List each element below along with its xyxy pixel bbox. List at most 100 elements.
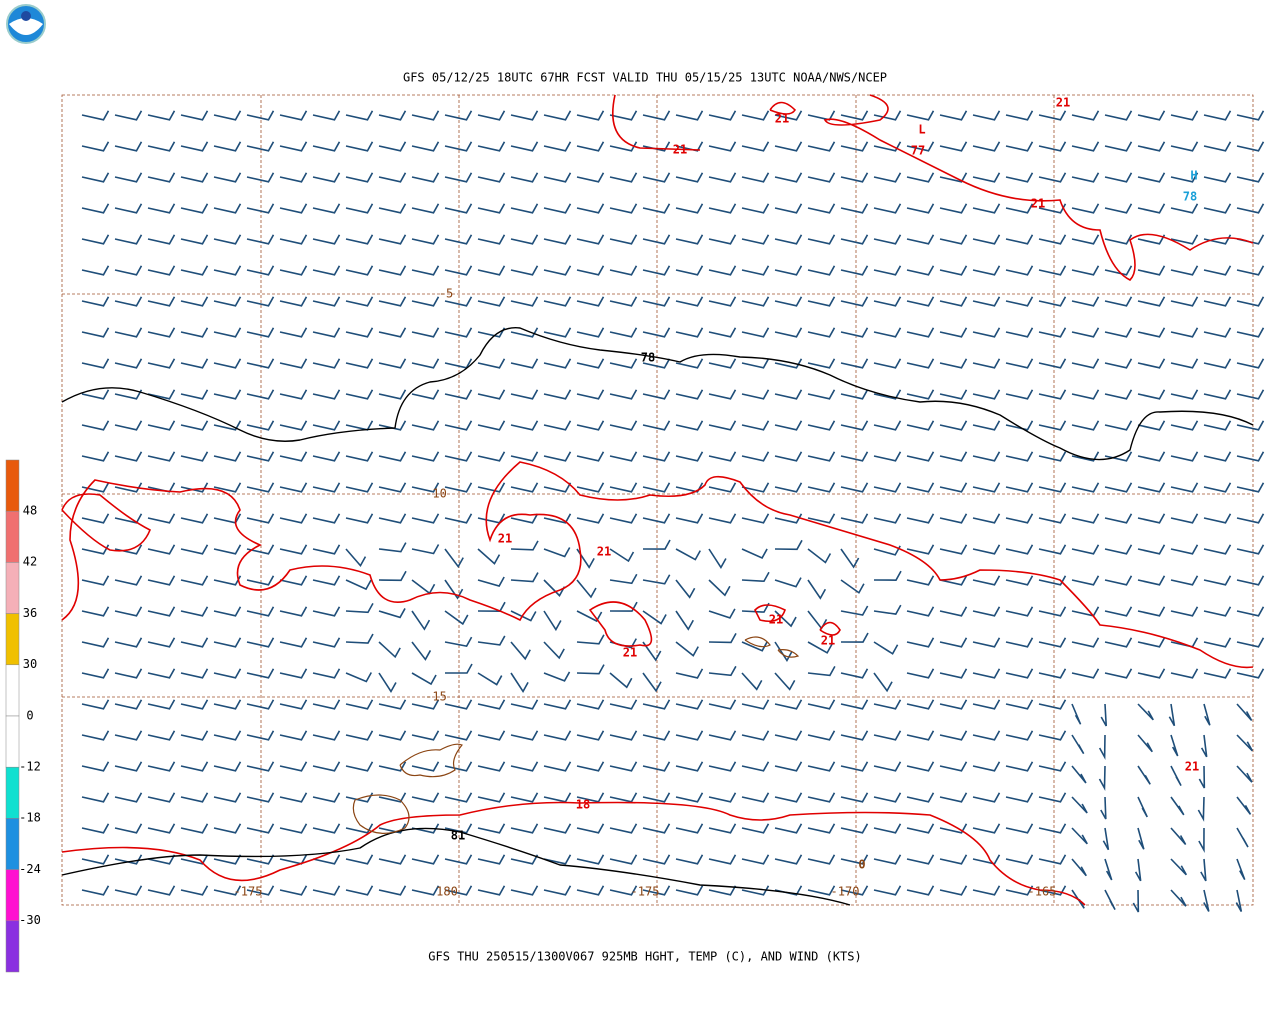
wind-barb [675, 610, 694, 631]
wind-barb [114, 792, 143, 803]
wind-barb [609, 234, 638, 245]
wind-barb [840, 823, 869, 834]
wind-barb [972, 823, 1001, 834]
wind-barb [675, 854, 704, 865]
wind-barb [147, 885, 176, 896]
wind-barb [510, 730, 539, 741]
wind-barb [81, 637, 110, 648]
pressure-value: 78 [1183, 190, 1197, 204]
wind-barb [1203, 141, 1232, 152]
wind-barb [1071, 703, 1082, 725]
wind-barb [279, 482, 308, 493]
wind-barb [741, 265, 770, 276]
colorbar-swatch [5, 664, 20, 717]
pressure-value: 77 [911, 144, 925, 158]
wind-barb [873, 203, 902, 214]
wind-barb [378, 482, 407, 493]
wind-barb [1137, 265, 1166, 276]
wind-barb [1170, 482, 1199, 493]
wind-barb [510, 699, 539, 710]
lat-label: -15 [425, 690, 447, 704]
wind-barb [1137, 389, 1166, 400]
wind-barb [543, 110, 572, 121]
wind-barb [279, 420, 308, 431]
wind-barb [642, 641, 662, 662]
wind-barb [873, 451, 902, 462]
wind-barb [1203, 544, 1232, 555]
wind-barb [114, 513, 143, 524]
wind-barb [939, 203, 968, 214]
wind-barb [1236, 451, 1265, 462]
wind-barb [939, 637, 968, 648]
wind-barb [246, 451, 275, 462]
wind-barb [906, 885, 935, 896]
wind-barb [246, 358, 275, 369]
wind-barb [246, 172, 275, 183]
wind-barb [81, 420, 110, 431]
wind-barb [1236, 110, 1265, 121]
wind-barb [576, 172, 605, 183]
wind-barb [81, 172, 110, 183]
wind-barb [147, 141, 176, 152]
wind-barb [873, 699, 902, 710]
wind-barb [345, 672, 372, 683]
wind-barb [1137, 668, 1166, 679]
wind-barb [873, 420, 902, 431]
wind-barb [81, 513, 110, 524]
wind-barb [345, 513, 374, 524]
wind-barb [774, 730, 803, 741]
wind-barb [477, 234, 506, 245]
wind-barb [576, 730, 605, 741]
wind-barb [1236, 796, 1252, 815]
wind-barb [774, 672, 796, 691]
colorbar-label: -12 [19, 760, 41, 774]
wind-barb [312, 141, 341, 152]
wind-barb [345, 823, 374, 834]
wind-barb [807, 792, 836, 803]
wind-barb [840, 513, 869, 524]
lon-label: 180 [436, 885, 458, 899]
wind-barb [378, 761, 407, 772]
wind-barb [345, 761, 374, 772]
wind-barb [345, 633, 374, 644]
wind-barb [1203, 296, 1232, 307]
wind-barb [1236, 296, 1265, 307]
wind-barb [609, 513, 638, 524]
wind-barb [345, 420, 374, 431]
wind-barb [774, 854, 803, 865]
wind-barb [180, 420, 209, 431]
wind-barb [906, 451, 935, 462]
wind-barb [1038, 327, 1067, 338]
wind-barb [708, 389, 737, 400]
wind-barb [741, 234, 770, 245]
wind-barb [840, 885, 869, 896]
wind-barb [576, 327, 605, 338]
wind-barb [873, 265, 902, 276]
wind-barb [840, 296, 869, 307]
contour-label: 21 [821, 634, 835, 648]
wind-barb [279, 575, 308, 586]
wind-barb [345, 296, 374, 307]
wind-barb [246, 513, 275, 524]
wind-barb [708, 296, 737, 307]
wind-barb [1005, 358, 1034, 369]
map-frame [61, 94, 1254, 906]
wind-barb [1137, 203, 1166, 214]
wind-barb [840, 548, 860, 569]
wind-barb [873, 730, 902, 741]
wind-barb [1005, 513, 1034, 524]
wind-barb [807, 327, 836, 338]
wind-barb [972, 203, 1001, 214]
wind-barb [114, 699, 143, 710]
wind-barb [1137, 234, 1166, 245]
wind-barb [642, 265, 671, 276]
wind-barb [1137, 482, 1166, 493]
wind-barb [1236, 172, 1265, 183]
wind-barb [1071, 482, 1100, 493]
wind-barb [543, 482, 572, 493]
wind-barb [378, 234, 407, 245]
wind-barb [1038, 420, 1067, 431]
wind-barb [1203, 451, 1232, 462]
wind-barb [774, 420, 803, 431]
wind-barb [510, 513, 539, 524]
